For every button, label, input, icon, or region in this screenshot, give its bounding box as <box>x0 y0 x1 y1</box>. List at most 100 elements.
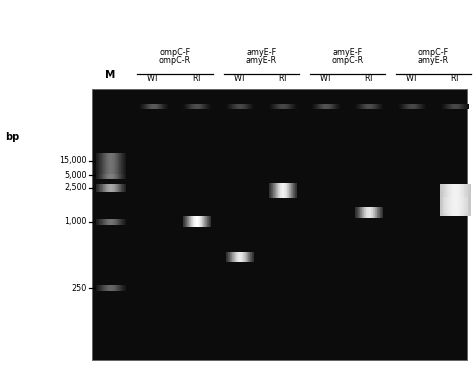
Bar <box>111 153 112 158</box>
Bar <box>111 219 112 225</box>
Bar <box>101 219 102 225</box>
Bar <box>118 165 119 170</box>
Bar <box>274 183 275 198</box>
Bar <box>457 184 458 216</box>
Bar <box>330 104 331 109</box>
Bar <box>117 184 118 192</box>
Bar <box>450 184 451 216</box>
Bar <box>117 161 118 166</box>
Bar <box>240 252 241 262</box>
Bar <box>103 169 104 173</box>
Bar <box>370 207 371 218</box>
Bar <box>250 252 251 262</box>
Bar <box>106 285 107 291</box>
Bar <box>232 104 233 109</box>
Bar <box>462 184 463 216</box>
Bar <box>98 165 99 170</box>
Bar <box>278 104 279 109</box>
Bar <box>457 197 458 213</box>
Bar <box>101 161 102 166</box>
Bar <box>146 104 147 109</box>
Bar <box>454 197 455 213</box>
Bar <box>185 104 186 109</box>
Bar <box>193 216 194 227</box>
Bar <box>114 175 115 179</box>
Bar <box>115 161 116 166</box>
Bar <box>102 161 103 166</box>
Bar <box>230 252 231 262</box>
Bar <box>104 169 105 173</box>
Bar <box>121 165 122 170</box>
Bar <box>115 165 116 170</box>
Bar <box>402 104 403 109</box>
Bar <box>196 216 197 227</box>
Bar <box>317 104 318 109</box>
Bar <box>451 184 452 216</box>
Bar <box>120 153 121 158</box>
Bar <box>197 216 198 227</box>
Bar <box>164 104 165 109</box>
Bar <box>97 157 98 161</box>
Bar <box>124 161 125 166</box>
Bar <box>143 104 144 109</box>
Bar <box>294 104 295 109</box>
Text: RT: RT <box>364 74 374 83</box>
Bar <box>465 104 466 109</box>
Text: WT: WT <box>233 74 246 83</box>
Bar <box>249 104 250 109</box>
Bar <box>327 104 328 109</box>
Bar <box>100 161 101 166</box>
Bar <box>288 104 289 109</box>
Bar <box>292 183 293 198</box>
Text: RT: RT <box>450 74 460 83</box>
Bar <box>92 89 467 360</box>
Bar <box>109 285 110 291</box>
Bar <box>447 184 448 216</box>
Bar <box>363 207 364 218</box>
Bar <box>458 184 459 216</box>
Bar <box>456 104 457 109</box>
Bar <box>296 104 297 109</box>
Bar <box>445 197 446 213</box>
Bar <box>102 157 103 161</box>
Bar <box>253 104 254 109</box>
Bar <box>245 104 246 109</box>
Bar <box>287 104 288 109</box>
Bar <box>112 175 113 179</box>
Bar <box>122 161 123 166</box>
Bar <box>312 104 313 109</box>
Bar <box>106 175 107 179</box>
Bar <box>113 175 114 179</box>
Bar <box>97 184 98 192</box>
Bar <box>125 285 126 291</box>
Bar <box>238 252 239 262</box>
Bar <box>232 252 233 262</box>
Bar <box>97 285 98 291</box>
Bar <box>229 252 230 262</box>
Bar <box>460 197 461 213</box>
Bar <box>123 161 124 166</box>
Bar <box>403 104 404 109</box>
Bar <box>103 153 104 158</box>
Bar <box>124 157 125 161</box>
Bar <box>114 285 115 291</box>
Bar <box>119 161 120 166</box>
Bar <box>282 104 283 109</box>
Bar <box>96 161 97 166</box>
Bar <box>204 216 205 227</box>
Bar <box>106 219 107 225</box>
Bar <box>120 285 121 291</box>
Bar <box>467 104 468 109</box>
Bar <box>119 285 120 291</box>
Text: ompC-R: ompC-R <box>159 56 191 65</box>
Bar <box>125 175 126 179</box>
Bar <box>244 104 245 109</box>
Bar <box>193 104 194 109</box>
Bar <box>417 104 418 109</box>
Bar <box>462 197 463 213</box>
Bar <box>318 104 319 109</box>
Bar <box>101 184 102 192</box>
Bar <box>123 165 124 170</box>
Bar <box>370 104 371 109</box>
Bar <box>98 161 99 166</box>
